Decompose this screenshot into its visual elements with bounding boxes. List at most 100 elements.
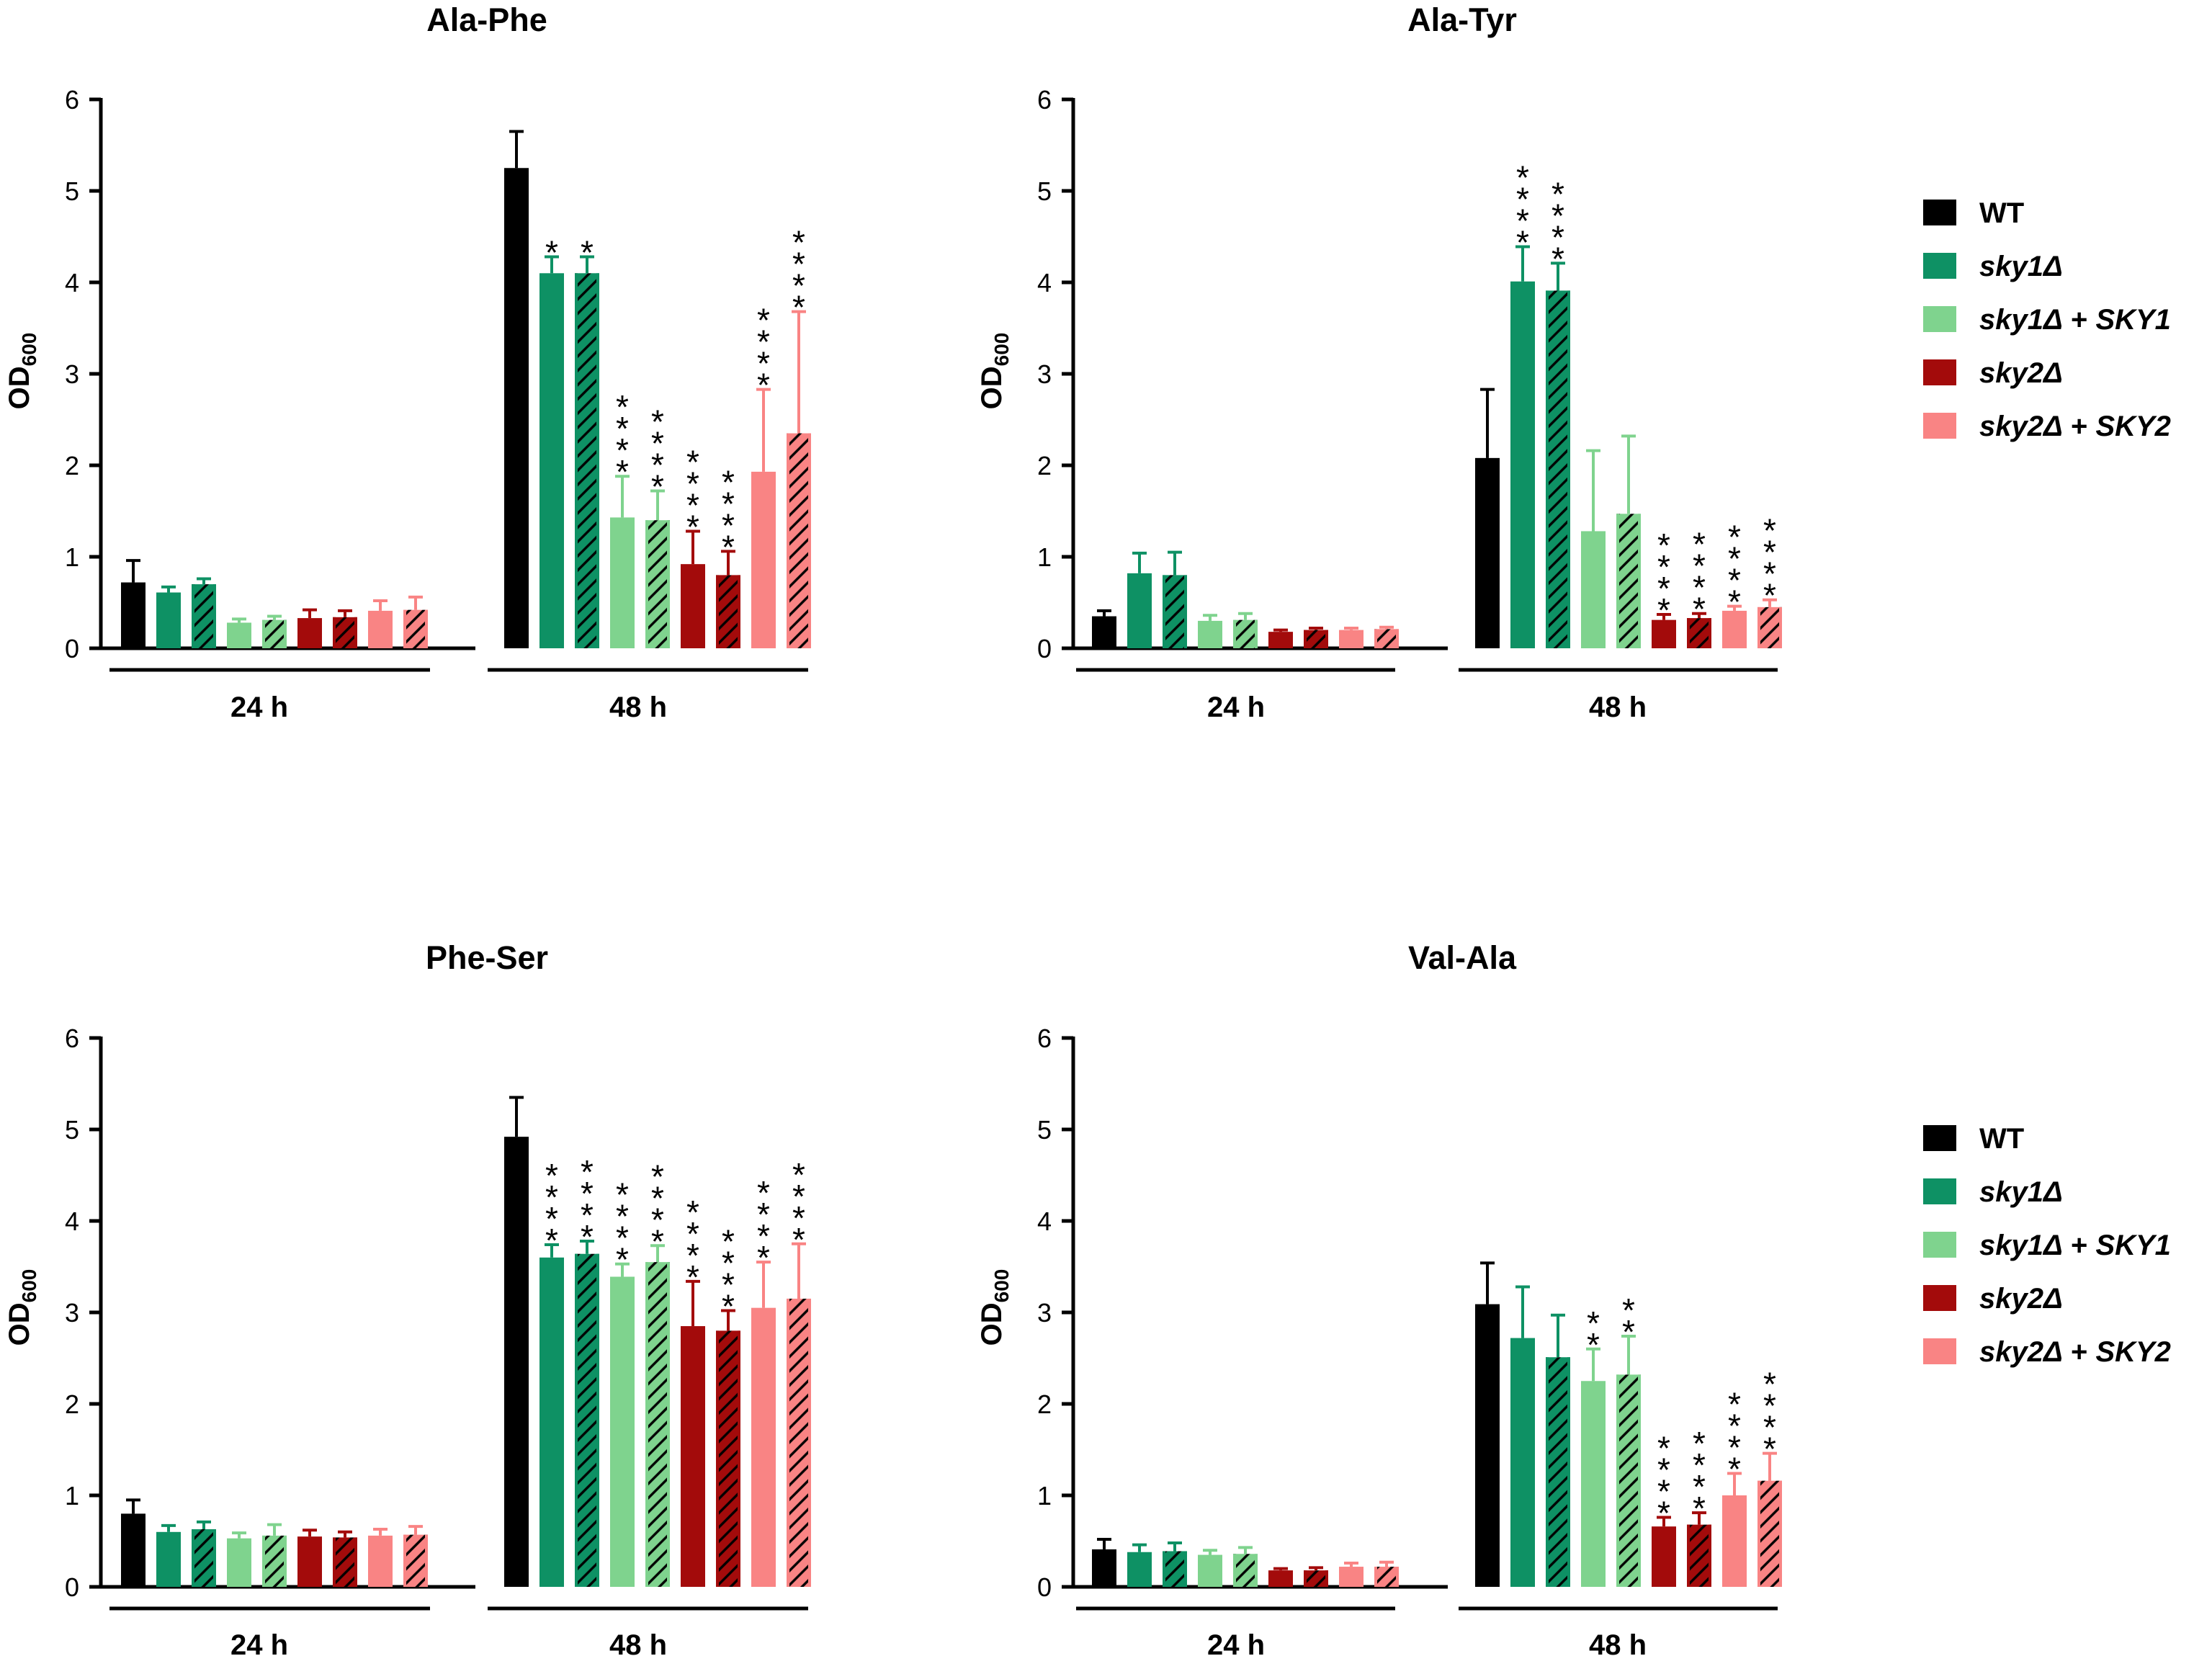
significance-star: * (1516, 180, 1529, 218)
bar-sky1-hatched-48h (575, 1253, 599, 1587)
bar-border (738, 1330, 740, 1587)
bar-sky2_SKY2-hatched-24h (1374, 629, 1399, 648)
significance-star: * (651, 447, 664, 484)
legend-label-WT: WT (1979, 1123, 2024, 1155)
bar-border (1546, 1357, 1549, 1587)
significance-star: * (1657, 548, 1670, 586)
y-tick-label: 1 (1037, 542, 1052, 572)
bar-sky1-48h (1510, 1338, 1535, 1587)
bar-sky1-48h (539, 273, 564, 648)
significance-star: * (1728, 1407, 1741, 1445)
significance-star: * (1763, 534, 1776, 571)
bar-border (1163, 575, 1165, 648)
bar-sky2-hatched-48h (716, 1330, 740, 1587)
significance-star: * (722, 506, 735, 544)
bar-border (1616, 1374, 1619, 1587)
bar-border (354, 617, 357, 648)
bar-sky1_SKY1-24h (1198, 1554, 1222, 1587)
significance-star: * (1693, 547, 1706, 585)
y-axis-label-main: OD (976, 1302, 1008, 1346)
significance-star: * (1622, 1313, 1635, 1351)
legend-swatch-WT (1923, 1125, 1956, 1151)
significance-star: * (722, 528, 735, 565)
y-axis-label-sub: 600 (990, 1269, 1013, 1303)
y-tick-label: 0 (65, 634, 79, 663)
bar-sky2-hatched-48h (1687, 618, 1711, 648)
significance-star: * (686, 1237, 699, 1274)
chart-title: Ala-Phe (426, 1, 547, 38)
bar-sky2-24h (297, 618, 322, 648)
significance-star: * (1693, 569, 1706, 607)
significance-star: * (545, 1178, 558, 1216)
legend-swatch-sky2 (1923, 359, 1956, 385)
y-axis-label: OD600 (976, 1269, 1013, 1346)
y-axis-label-sub: 600 (18, 333, 40, 367)
y-tick-label: 3 (65, 359, 79, 389)
significance-star: * (1763, 512, 1776, 550)
chart-panel-ala-tyr: Ala-TyrOD6000123456*********************… (976, 1, 1782, 723)
significance-star: * (1693, 1446, 1706, 1484)
significance-star: * (616, 410, 629, 447)
bar-border (425, 609, 428, 648)
legend-swatch-sky2_SKY2 (1923, 413, 1956, 439)
significance-star: * (1728, 583, 1741, 621)
bar-WT-24h (1092, 1549, 1116, 1587)
bar-WT-24h (121, 1513, 145, 1587)
legend-label-base: WT (1979, 1123, 2024, 1155)
bar-sky1_SKY1-hatched-24h (262, 619, 287, 648)
bar-sky2-48h (1652, 619, 1676, 648)
bar-sky1-hatched-48h (1546, 290, 1570, 648)
significance-star: * (1551, 240, 1564, 277)
bar-border (596, 1253, 599, 1587)
bar-sky2_SKY2-48h (1722, 610, 1747, 648)
significance-star: * (1516, 223, 1529, 261)
significance-star: * (1763, 1431, 1776, 1468)
significance-star: * (581, 233, 594, 271)
significance-star: * (1693, 526, 1706, 563)
significance-star: * (792, 289, 805, 326)
significance-star: * (1622, 1292, 1635, 1329)
bar-sky1_SKY1-hatched-48h (1616, 514, 1641, 648)
significance-star: * (1587, 1326, 1600, 1364)
bar-sky1_SKY1-hatched-48h (645, 1262, 670, 1587)
significance-star: * (616, 1198, 629, 1235)
legend-label-base: sky1Δ (1979, 1230, 2063, 1261)
bar-sky2-48h (681, 564, 705, 648)
bar-sky2-24h (1268, 1570, 1293, 1587)
chart-panel-phe-ser: Phe-SerOD6000123456*********************… (4, 939, 811, 1656)
y-axis-label: OD600 (976, 333, 1013, 410)
bar-sky2_SKY2-24h (368, 610, 393, 648)
bar-sky1_SKY1-hatched-48h (645, 520, 670, 648)
bar-border (1779, 1480, 1782, 1587)
legend-swatch-sky2_SKY2 (1923, 1338, 1956, 1364)
significance-star: * (651, 1158, 664, 1195)
y-tick-label: 5 (65, 1115, 79, 1145)
significance-star: * (651, 1179, 664, 1217)
y-axis-label-sub: 600 (990, 333, 1013, 367)
bar-border (1709, 1524, 1711, 1587)
significance-star: * (651, 425, 664, 462)
legend-label-mid: + (2063, 1230, 2096, 1261)
significance-star: * (686, 1258, 699, 1296)
significance-star: * (1763, 1366, 1776, 1403)
significance-star: * (757, 345, 770, 382)
bar-sky1_SKY1-48h (610, 1276, 635, 1587)
bar-sky2-hatched-24h (333, 617, 357, 648)
significance-star: * (545, 233, 558, 271)
significance-star: * (545, 1222, 558, 1259)
significance-star: * (1763, 1387, 1776, 1425)
significance-star: * (1728, 1451, 1741, 1488)
bar-sky1-24h (156, 1531, 181, 1587)
y-tick-label: 5 (65, 176, 79, 206)
bar-border (1374, 629, 1377, 648)
significance-star: * (757, 1174, 770, 1212)
y-tick-label: 5 (1037, 176, 1052, 206)
bar-sky1-hatched-48h (575, 273, 599, 648)
chart-panel-val-ala: Val-AlaOD6000123456********************2… (976, 939, 1782, 1656)
significance-star: * (1763, 577, 1776, 614)
y-axis-label: OD600 (4, 333, 40, 410)
bar-border (192, 584, 194, 648)
bar-sky1_SKY1-48h (610, 517, 635, 648)
bar-border (787, 1298, 789, 1587)
